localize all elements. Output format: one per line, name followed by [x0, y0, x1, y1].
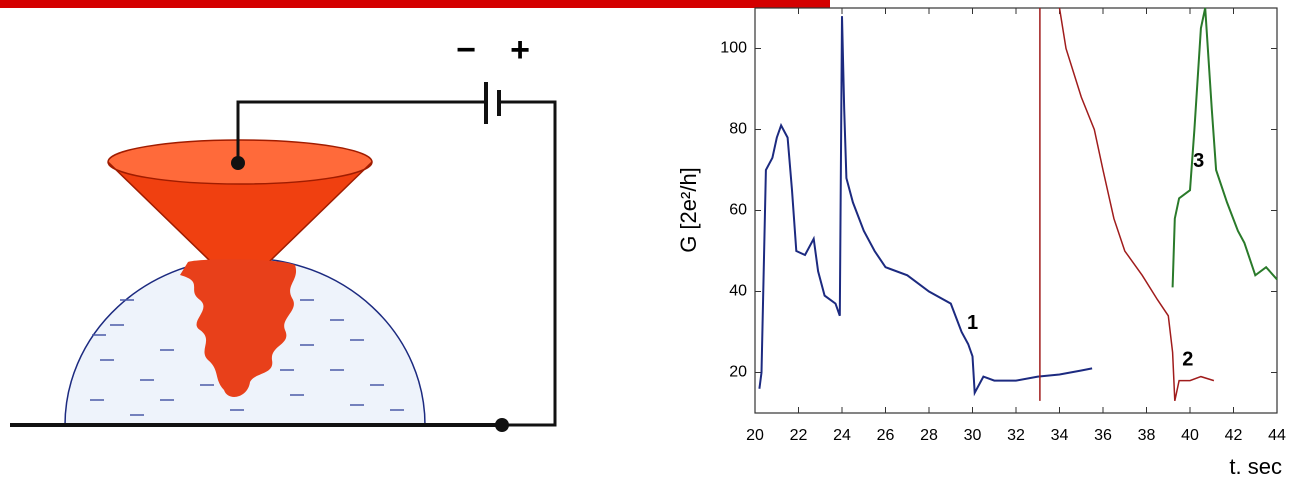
wire: [236, 100, 557, 427]
header-bar: [0, 0, 830, 8]
diagram: − +: [10, 31, 557, 432]
plus-sign: +: [510, 31, 530, 69]
x-tick-label: 44: [1268, 427, 1286, 444]
x-tick-label: 26: [877, 427, 895, 444]
y-axis-label: G [2e²/h]: [676, 167, 701, 253]
series-line: [1039, 7, 1215, 402]
x-tick-label: 38: [1138, 427, 1156, 444]
x-tick-label: 42: [1225, 427, 1243, 444]
cone: [108, 162, 372, 290]
y-tick-label: 20: [729, 364, 747, 381]
x-tick-label: 40: [1181, 427, 1199, 444]
x-axis-label: t. sec: [1229, 454, 1282, 479]
y-tick-label: 80: [729, 121, 747, 138]
y-tick-label: 100: [720, 40, 747, 57]
series-label: 1: [967, 312, 978, 334]
x-tick-label: 28: [920, 427, 938, 444]
x-tick-label: 22: [790, 427, 808, 444]
x-tick-label: 24: [833, 427, 851, 444]
x-tick-label: 34: [1051, 427, 1069, 444]
x-tick-label: 30: [964, 427, 982, 444]
x-tick-label: 36: [1094, 427, 1112, 444]
series-label: 3: [1193, 150, 1204, 172]
filament: [180, 259, 297, 397]
y-tick-label: 40: [729, 283, 747, 300]
series-line: [1171, 7, 1278, 288]
x-tick-label: 32: [1007, 427, 1025, 444]
charges: [90, 299, 404, 416]
contact: [495, 418, 509, 432]
minus-sign: −: [456, 31, 476, 69]
x-tick-label: 20: [746, 427, 764, 444]
series-label: 2: [1182, 349, 1193, 371]
series-line: [758, 16, 1093, 397]
y-tick-label: 60: [729, 202, 747, 219]
